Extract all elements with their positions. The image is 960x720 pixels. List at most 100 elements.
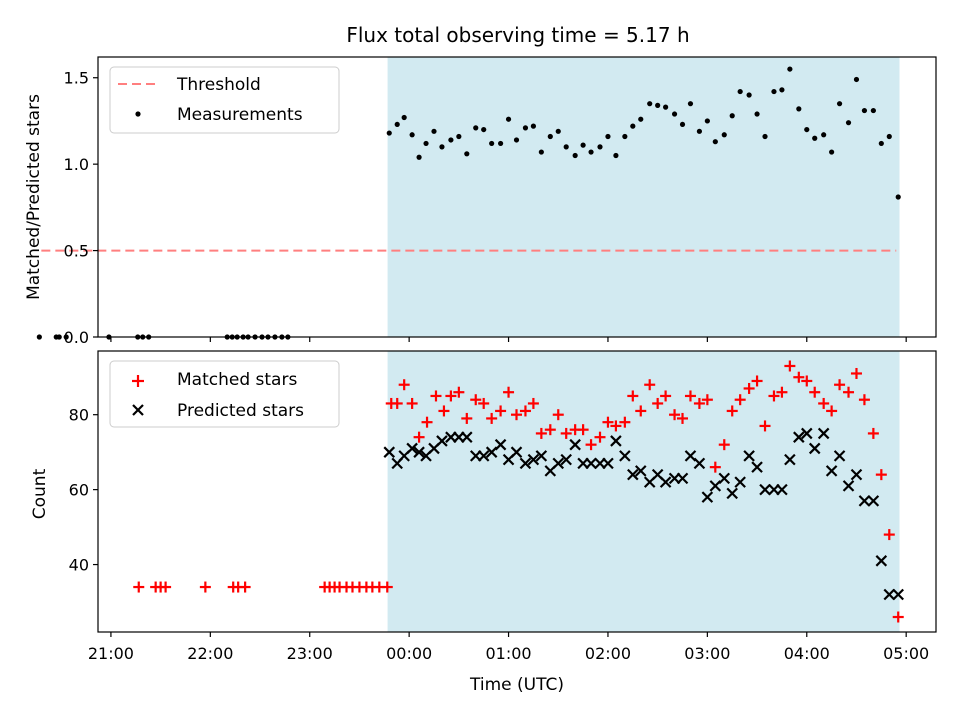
legend-predicted-label: Predicted stars bbox=[177, 401, 304, 421]
measurement-point bbox=[647, 101, 653, 107]
predicted-star-point bbox=[436, 435, 448, 447]
top-shaded-interval bbox=[387, 57, 900, 337]
measurement-point bbox=[663, 104, 669, 110]
bottom-y-axis-label: Count bbox=[30, 468, 50, 519]
bottom-legend-box bbox=[109, 360, 340, 428]
predicted-star-point bbox=[461, 431, 473, 443]
matched-star-point bbox=[759, 420, 771, 432]
bottom-axes-frame bbox=[97, 350, 937, 633]
top-y-ticks: 0.0 0.5 1.0 1.5 bbox=[64, 69, 98, 347]
x-tick-label: 02:00 bbox=[585, 644, 631, 663]
matched-star-point bbox=[743, 382, 755, 394]
predicted-star-point bbox=[406, 442, 418, 455]
legend-matched-label: Matched stars bbox=[177, 370, 297, 390]
predicted-star-point bbox=[519, 457, 532, 470]
predicted-star-point bbox=[585, 457, 597, 470]
measurement-point bbox=[456, 133, 462, 140]
top-panel: 0.0 0.5 1.0 1.5 Matched/Predicted stars Thr… bbox=[24, 56, 937, 347]
measurement-point bbox=[878, 140, 884, 147]
measurement-point bbox=[489, 140, 495, 147]
matched-star-point bbox=[413, 431, 425, 443]
predicted-star-point bbox=[883, 588, 896, 601]
matched-star-point bbox=[470, 394, 482, 406]
measurement-point bbox=[448, 137, 454, 143]
matched-star-point bbox=[544, 424, 556, 436]
measurement-point bbox=[386, 130, 392, 136]
matched-star-point bbox=[751, 375, 763, 387]
predicted-star-point bbox=[510, 446, 523, 458]
measurement-point bbox=[56, 334, 62, 340]
measurement-point bbox=[563, 144, 569, 150]
top-y-tick-label: 1.5 bbox=[64, 69, 89, 88]
measurement-point bbox=[704, 118, 710, 124]
matched-star-point bbox=[199, 581, 211, 593]
predicted-star-point bbox=[759, 483, 771, 496]
measurement-point bbox=[845, 120, 852, 126]
predicted-star-point bbox=[743, 450, 755, 462]
matched-star-point bbox=[239, 581, 251, 593]
measurement-point bbox=[473, 125, 479, 131]
matched-star-point bbox=[461, 412, 473, 424]
matched-star-point bbox=[652, 397, 664, 409]
measurement-point bbox=[394, 121, 400, 128]
measurement-point bbox=[513, 137, 520, 143]
matched-star-point bbox=[701, 394, 713, 406]
x-tick-label: 00:00 bbox=[386, 644, 432, 663]
predicted-star-point bbox=[560, 453, 572, 466]
matched-star-point bbox=[503, 386, 515, 398]
measurement-point bbox=[530, 123, 537, 129]
matched-stars-points bbox=[133, 360, 904, 623]
matched-star-point bbox=[793, 371, 805, 383]
predicted-star-point bbox=[858, 495, 871, 507]
predicted-star-point bbox=[784, 453, 796, 466]
predicted-star-point bbox=[718, 472, 731, 485]
predicted-star-point bbox=[659, 476, 672, 488]
legend-predicted-swatch bbox=[132, 404, 144, 416]
predicted-star-point bbox=[494, 438, 507, 451]
measurement-point bbox=[787, 66, 793, 72]
matched-star-point bbox=[535, 427, 547, 439]
matched-star-point bbox=[726, 405, 738, 417]
predicted-stars-points bbox=[383, 427, 905, 601]
matched-star-point bbox=[391, 397, 403, 409]
predicted-star-point bbox=[808, 442, 821, 455]
matched-star-point bbox=[834, 379, 846, 391]
measurement-point bbox=[638, 116, 644, 122]
matched-star-point bbox=[585, 439, 597, 451]
predicted-star-point bbox=[751, 461, 763, 473]
bottom-shaded-interval bbox=[387, 351, 900, 632]
top-legend-box bbox=[109, 66, 340, 134]
matched-star-point bbox=[660, 390, 672, 402]
predicted-star-point bbox=[850, 468, 863, 481]
matched-star-point bbox=[560, 427, 572, 439]
top-y-tick-label: 0.0 bbox=[64, 328, 89, 347]
predicted-star-point bbox=[383, 446, 396, 458]
measurement-point bbox=[409, 132, 415, 138]
predicted-star-point bbox=[693, 457, 706, 470]
x-tick-label: 05:00 bbox=[883, 644, 929, 663]
measurement-point bbox=[622, 133, 628, 140]
matched-star-point bbox=[776, 386, 788, 398]
matched-star-point bbox=[511, 409, 523, 421]
matched-star-point bbox=[478, 397, 490, 409]
measurement-point bbox=[63, 334, 69, 340]
matched-star-point bbox=[445, 390, 457, 402]
measurement-point bbox=[505, 116, 512, 122]
measurement-point bbox=[572, 152, 578, 159]
matched-star-point bbox=[453, 386, 465, 398]
measurement-point bbox=[804, 126, 810, 133]
bottom-y-ticks: 40 60 80 bbox=[69, 406, 98, 575]
measurement-point bbox=[712, 139, 718, 145]
matched-star-point bbox=[693, 397, 705, 409]
predicted-star-point bbox=[527, 453, 540, 466]
matched-star-point bbox=[594, 431, 606, 443]
matched-star-point bbox=[552, 409, 564, 421]
predicted-star-point bbox=[701, 491, 714, 503]
measurement-point bbox=[613, 152, 619, 159]
predicted-star-point bbox=[833, 450, 846, 462]
bottom-y-tick-label: 60 bbox=[69, 481, 89, 500]
measurement-point bbox=[746, 92, 752, 98]
measurement-point bbox=[671, 111, 678, 117]
x-tick-label: 21:00 bbox=[88, 644, 134, 663]
matched-star-point bbox=[669, 409, 681, 421]
